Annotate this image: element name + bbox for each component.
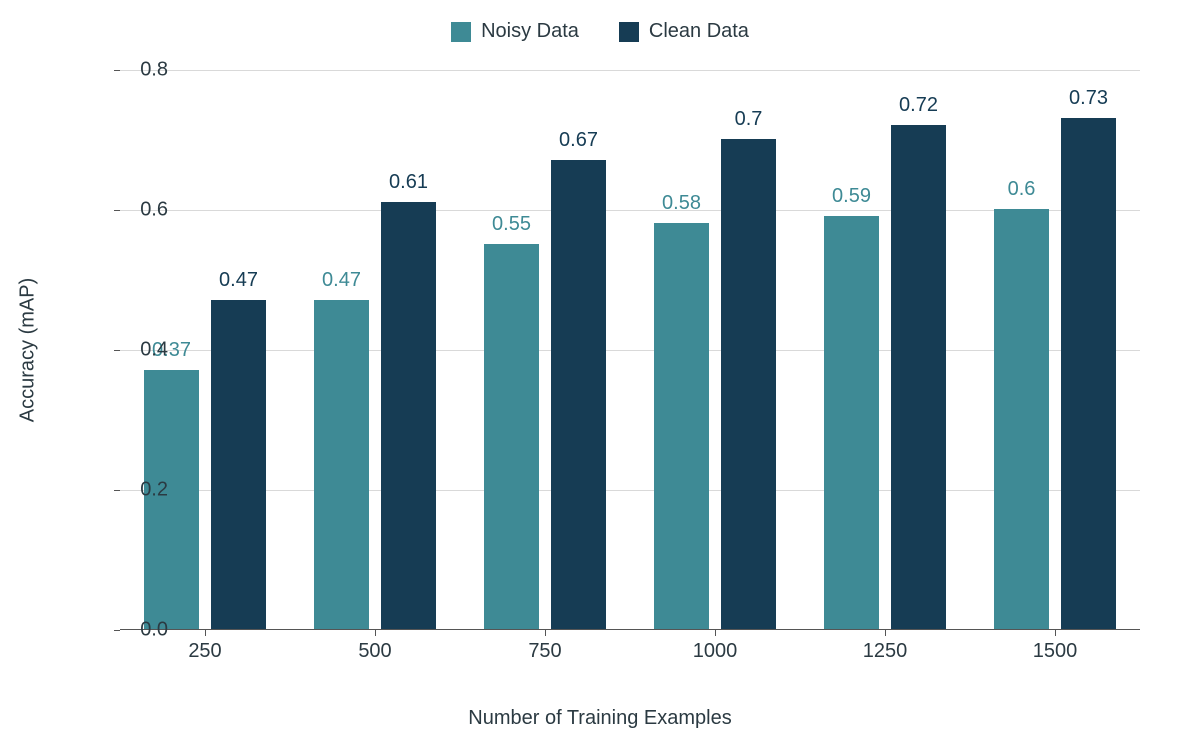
x-axis-title: Number of Training Examples xyxy=(0,707,1200,730)
bar xyxy=(994,209,1049,629)
bar xyxy=(721,139,776,629)
bar xyxy=(484,244,539,629)
x-tick-label: 250 xyxy=(188,640,221,663)
bar-value-label: 0.61 xyxy=(389,171,428,194)
bar xyxy=(551,160,606,629)
bar-value-label: 0.7 xyxy=(735,108,763,131)
gridline xyxy=(120,490,1140,491)
x-tick-mark xyxy=(1055,630,1056,636)
bar-value-label: 0.47 xyxy=(322,269,361,292)
y-tick-label: 0.6 xyxy=(118,199,168,222)
bar xyxy=(314,300,369,629)
bar-value-label: 0.59 xyxy=(832,185,871,208)
x-tick-label: 500 xyxy=(358,640,391,663)
gridline xyxy=(120,210,1140,211)
bar xyxy=(1061,118,1116,629)
x-tick-label: 1250 xyxy=(863,640,908,663)
x-tick-mark xyxy=(205,630,206,636)
gridline xyxy=(120,350,1140,351)
bar-value-label: 0.55 xyxy=(492,213,531,236)
legend-item-clean: Clean Data xyxy=(619,20,749,43)
legend-label-noisy: Noisy Data xyxy=(481,20,579,43)
legend-label-clean: Clean Data xyxy=(649,20,749,43)
y-tick-label: 0.8 xyxy=(118,59,168,82)
bar xyxy=(381,202,436,629)
y-tick-label: 0.4 xyxy=(118,339,168,362)
bar-value-label: 0.67 xyxy=(559,129,598,152)
legend-swatch-noisy xyxy=(451,22,471,42)
bar-value-label: 0.47 xyxy=(219,269,258,292)
x-tick-label: 1000 xyxy=(693,640,738,663)
bar xyxy=(654,223,709,629)
legend-swatch-clean xyxy=(619,22,639,42)
y-tick-label: 0.0 xyxy=(118,619,168,642)
x-tick-mark xyxy=(885,630,886,636)
x-tick-mark xyxy=(375,630,376,636)
bar-value-label: 0.73 xyxy=(1069,87,1108,110)
bar-value-label: 0.72 xyxy=(899,94,938,117)
accuracy-chart: Noisy Data Clean Data Accuracy (mAP) 0.3… xyxy=(0,0,1200,742)
x-tick-label: 1500 xyxy=(1033,640,1078,663)
x-tick-label: 750 xyxy=(528,640,561,663)
bar-value-label: 0.58 xyxy=(662,192,701,215)
plot-area: 0.370.470.470.610.550.670.580.70.590.720… xyxy=(120,70,1140,630)
bar-value-label: 0.6 xyxy=(1008,178,1036,201)
y-tick-label: 0.2 xyxy=(118,479,168,502)
bar xyxy=(891,125,946,629)
x-tick-mark xyxy=(545,630,546,636)
bar xyxy=(824,216,879,629)
legend-item-noisy: Noisy Data xyxy=(451,20,579,43)
y-axis-title: Accuracy (mAP) xyxy=(17,278,40,422)
gridline xyxy=(120,70,1140,71)
bar xyxy=(211,300,266,629)
legend: Noisy Data Clean Data xyxy=(0,20,1200,43)
x-tick-mark xyxy=(715,630,716,636)
